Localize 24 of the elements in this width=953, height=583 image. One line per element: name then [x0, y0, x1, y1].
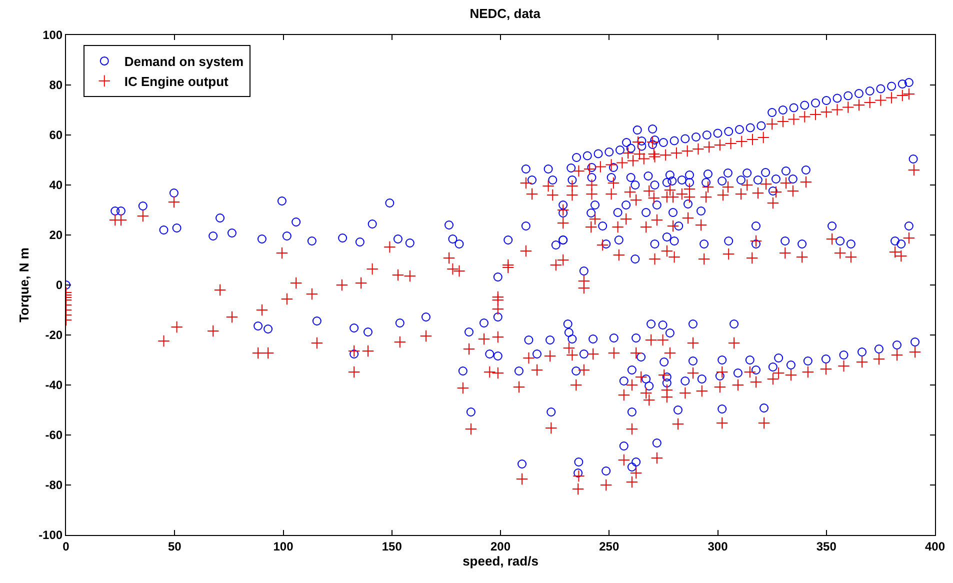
x-tick-label: 150 — [382, 539, 402, 554]
y-tick-label: 20 — [49, 228, 63, 242]
y-tick-label: 60 — [49, 128, 63, 142]
chart-title: NEDC, data — [470, 6, 542, 21]
y-tick-label: 0 — [56, 278, 63, 292]
x-tick-label: 50 — [168, 539, 182, 554]
y-tick-label: 40 — [49, 178, 63, 192]
y-tick-label: -60 — [45, 428, 63, 442]
y-tick-label: -20 — [45, 328, 63, 342]
x-tick-label: 300 — [708, 539, 728, 554]
x-tick-label: 350 — [816, 539, 837, 554]
legend-label: Demand on system — [124, 54, 244, 70]
y-tick-label: -40 — [45, 378, 63, 392]
legend-label: IC Engine output — [124, 74, 230, 89]
x-axis-title: speed, rad/s — [462, 553, 538, 568]
x-tick-label: 100 — [273, 539, 294, 554]
y-axis-title: Torque, N m — [16, 248, 32, 322]
y-tick-label: 100 — [42, 28, 63, 42]
y-tick-label: -100 — [38, 528, 63, 542]
x-tick-label: 250 — [599, 539, 620, 554]
x-tick-label: 200 — [490, 539, 511, 554]
y-tick-label: -80 — [45, 478, 63, 492]
y-tick-label: 80 — [49, 78, 63, 92]
x-tick-label: 400 — [924, 539, 946, 554]
